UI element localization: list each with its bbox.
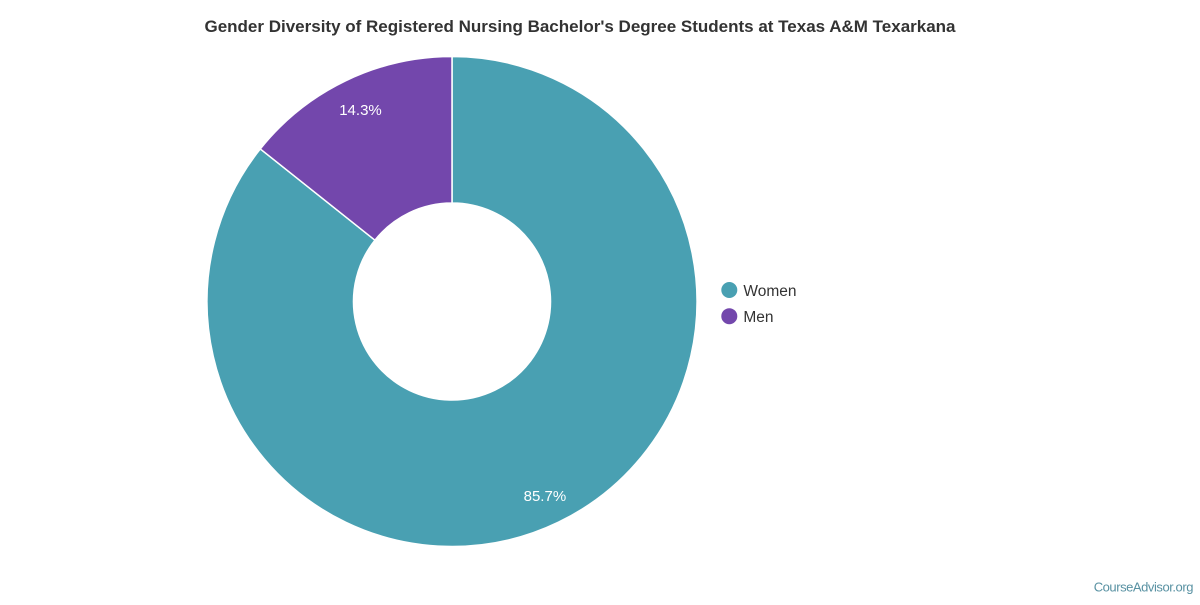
svg-text:CourseAdvisor.org: CourseAdvisor.org	[1094, 580, 1194, 595]
svg-text:Gender Diversity of Registered: Gender Diversity of Registered Nursing B…	[204, 17, 956, 36]
svg-text:85.7%: 85.7%	[524, 488, 567, 505]
svg-text:Men: Men	[743, 309, 773, 326]
svg-text:14.3%: 14.3%	[339, 102, 382, 119]
svg-text:Women: Women	[743, 283, 796, 300]
